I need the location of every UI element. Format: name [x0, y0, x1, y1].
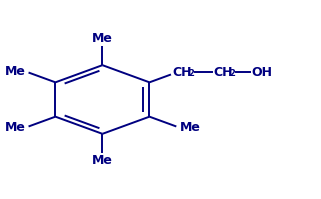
Text: Me: Me — [92, 154, 113, 167]
Text: 2: 2 — [188, 69, 194, 78]
Text: Me: Me — [4, 121, 25, 134]
Text: Me: Me — [4, 65, 25, 78]
Text: CH: CH — [172, 66, 192, 79]
Text: Me: Me — [92, 32, 113, 45]
Text: OH: OH — [251, 66, 272, 79]
Text: Me: Me — [179, 121, 200, 134]
Text: 2: 2 — [229, 69, 235, 78]
Text: CH: CH — [213, 66, 233, 79]
